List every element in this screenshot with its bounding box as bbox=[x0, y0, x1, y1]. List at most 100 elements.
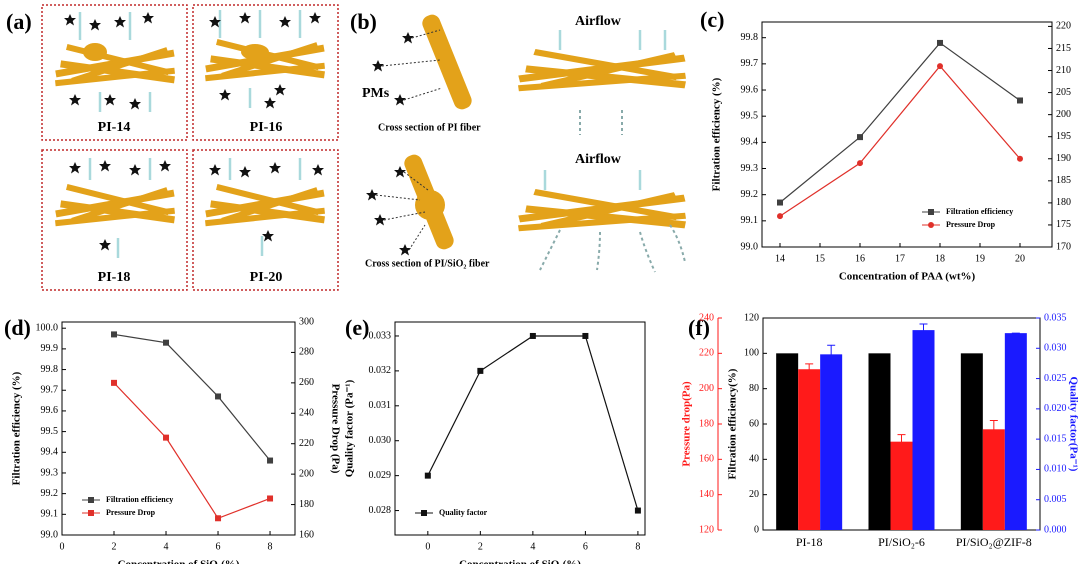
x-tick-label: 18 bbox=[935, 253, 945, 264]
y-tick-label: 0.030 bbox=[369, 435, 392, 446]
marker bbox=[267, 457, 274, 464]
y-tick-label: 0.030 bbox=[1044, 343, 1067, 354]
bar bbox=[798, 369, 821, 530]
bar bbox=[820, 354, 843, 530]
y-tick-label: 215 bbox=[1056, 43, 1071, 54]
y-tick-label: 220 bbox=[1056, 21, 1071, 32]
axis-title: Concentration of SiO₂(%) bbox=[118, 559, 240, 564]
bar bbox=[912, 330, 935, 530]
y-tick-label: 200 bbox=[299, 468, 314, 479]
y-tick-label: 0.015 bbox=[1044, 433, 1067, 444]
x-tick-label: 4 bbox=[164, 541, 169, 552]
y-tick-label: 175 bbox=[1056, 219, 1071, 230]
marker bbox=[424, 472, 431, 479]
axis-title: Pressure drop(Pa) bbox=[681, 381, 693, 467]
y-tick-label: 99.4 bbox=[741, 137, 759, 148]
y-tick-label: 99.4 bbox=[41, 447, 59, 458]
x-tick-label: 19 bbox=[975, 253, 985, 264]
x-tick-label: 14 bbox=[775, 253, 785, 264]
axis-title: Concentration of SiO₂(%) bbox=[459, 559, 581, 564]
y-tick-label: 99.0 bbox=[741, 241, 759, 252]
bar bbox=[960, 353, 983, 530]
error-bar bbox=[897, 434, 906, 449]
panel-label: (c) bbox=[700, 7, 724, 32]
error-bar bbox=[989, 419, 998, 439]
bar bbox=[1004, 333, 1027, 530]
series-line bbox=[779, 42, 1021, 203]
series-line bbox=[113, 333, 271, 461]
legend-label: Quality factor bbox=[439, 508, 488, 517]
y-tick-label: 0 bbox=[754, 524, 759, 535]
marker bbox=[163, 339, 170, 346]
pm-label: PMs bbox=[362, 86, 390, 101]
x-tick-label: 0 bbox=[425, 541, 430, 552]
x-tick-label: 0 bbox=[60, 541, 65, 552]
axis-title: Filtration efficiency(%) bbox=[727, 368, 739, 479]
y-tick-label: 99.5 bbox=[41, 426, 59, 437]
marker bbox=[111, 379, 118, 386]
y-tick-label: 100 bbox=[744, 348, 759, 359]
y-tick-label: 170 bbox=[1056, 241, 1071, 252]
y-tick-label: 180 bbox=[299, 499, 314, 510]
y-tick-label: 205 bbox=[1056, 87, 1071, 98]
series-line bbox=[113, 382, 271, 519]
error-bar bbox=[805, 363, 814, 375]
legend-marker bbox=[88, 497, 94, 503]
airflow-label: Airflow bbox=[575, 14, 622, 29]
legend-label: Filtration efficiency bbox=[946, 207, 1013, 216]
x-tick-label: 17 bbox=[895, 253, 905, 264]
panel-label: (a) bbox=[6, 9, 32, 34]
y-tick-label: 300 bbox=[299, 316, 314, 327]
y-tick-label: 280 bbox=[299, 347, 314, 358]
plot-frame bbox=[61, 321, 296, 536]
marker bbox=[937, 63, 943, 70]
axis-title: Quality factor (Pa⁻¹) bbox=[344, 379, 356, 477]
y-tick-label: 60 bbox=[749, 418, 759, 429]
y-tick-label: 220 bbox=[699, 348, 714, 359]
bar bbox=[776, 353, 799, 530]
y-tick-label: 220 bbox=[299, 438, 314, 449]
y-tick-label: 99.5 bbox=[741, 110, 759, 121]
y-tick-label: 0.010 bbox=[1044, 464, 1067, 475]
legend-label: Filtration efficiency bbox=[106, 495, 173, 504]
y-tick-label: 99.1 bbox=[741, 215, 759, 226]
y-tick-label: 99.1 bbox=[41, 509, 59, 520]
y-tick-label: 80 bbox=[749, 383, 759, 394]
marker bbox=[634, 507, 641, 514]
sio2-bead bbox=[415, 190, 445, 220]
y-tick-label: 0.020 bbox=[1044, 403, 1067, 414]
x-tick-label: PI/SiO₂-6 bbox=[878, 535, 925, 549]
sample-label: PI-18 bbox=[98, 270, 131, 285]
fiber bbox=[422, 14, 472, 110]
marker bbox=[1017, 155, 1023, 162]
y-tick-label: 99.7 bbox=[41, 385, 59, 396]
axis-title: Concentration of PAA (wt%) bbox=[839, 271, 976, 283]
legend-marker bbox=[88, 510, 94, 516]
y-tick-label: 240 bbox=[299, 408, 314, 419]
sample-box bbox=[192, 4, 339, 141]
marker bbox=[111, 331, 118, 338]
airflow-lines bbox=[78, 10, 302, 258]
marker bbox=[582, 332, 589, 339]
x-tick-label: 20 bbox=[1015, 253, 1025, 264]
axis-title: Filtration efficiency (%) bbox=[11, 371, 23, 485]
y-tick-label: 0.031 bbox=[369, 400, 392, 411]
bar bbox=[982, 429, 1005, 530]
y-tick-label: 99.0 bbox=[41, 529, 59, 540]
series-line bbox=[779, 65, 1021, 217]
y-tick-label: 120 bbox=[699, 524, 714, 535]
airflow-arrows bbox=[543, 30, 667, 190]
legend-label: Pressure Drop bbox=[946, 220, 996, 229]
y-tick-label: 200 bbox=[699, 383, 714, 394]
marker bbox=[777, 213, 783, 220]
x-tick-label: PI/SiO₂@ZIF-8 bbox=[956, 535, 1032, 549]
x-tick-label: PI-18 bbox=[796, 535, 823, 549]
panel-label: (f) bbox=[688, 315, 710, 340]
axis-title: Pressure Drop (Pa) bbox=[329, 384, 341, 474]
x-tick-label: 15 bbox=[815, 253, 825, 264]
y-tick-label: 195 bbox=[1056, 131, 1071, 142]
caption: Cross section of PI/SiO₂ fiber bbox=[365, 258, 490, 269]
y-tick-label: 240 bbox=[699, 312, 714, 323]
marker bbox=[529, 332, 536, 339]
